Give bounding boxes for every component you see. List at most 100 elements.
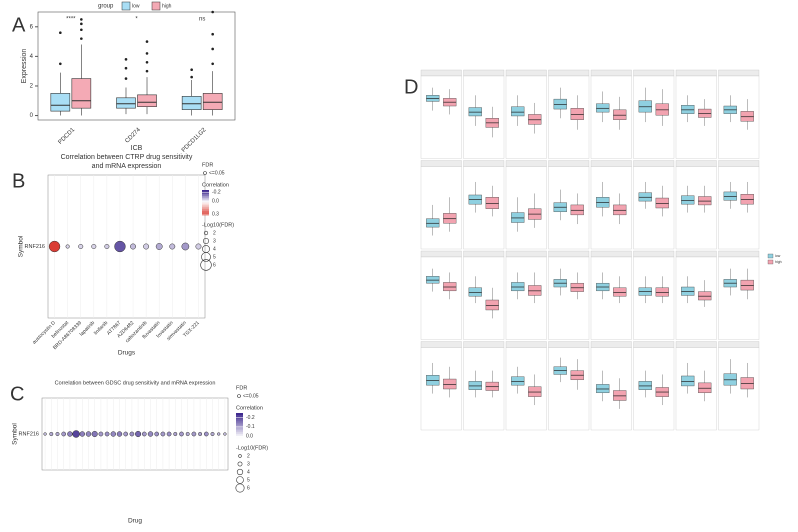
box (638, 192, 652, 202)
dot (181, 242, 190, 251)
facet-strip (675, 69, 717, 77)
facet-strip (590, 160, 632, 167)
dot (141, 431, 147, 437)
outlier (211, 32, 214, 36)
facet-strip (548, 250, 590, 258)
outlier (190, 68, 193, 71)
dot (185, 432, 190, 436)
dot (143, 243, 150, 250)
panel-label: B (12, 170, 25, 192)
box (723, 373, 737, 386)
dot (48, 240, 61, 253)
legend-title: FDR (236, 385, 247, 391)
facet-strip (590, 69, 632, 77)
outlier (59, 31, 62, 35)
facet-strip (718, 250, 760, 258)
legend-swatch (767, 259, 774, 265)
colorbar-step (236, 413, 243, 416)
legend-dot (203, 171, 207, 175)
box (655, 103, 669, 116)
colorbar-step (202, 206, 209, 210)
row-label: RNF216 (25, 244, 45, 250)
box (655, 197, 669, 209)
x-tick-label: lapatinib (79, 320, 97, 338)
outlier (80, 22, 83, 26)
box (681, 286, 695, 296)
dot (147, 431, 154, 437)
colorbar-label: 0.0 (246, 433, 253, 439)
legend-title: FDR (202, 162, 213, 168)
box (740, 194, 754, 205)
legend-label: low (132, 3, 140, 9)
box (485, 197, 499, 209)
box (570, 282, 584, 292)
box (723, 191, 737, 201)
facet-border (633, 75, 675, 159)
legend-swatch (767, 253, 774, 259)
x-tick-label: PDCD1 (58, 127, 77, 146)
box (468, 287, 482, 297)
dot (123, 431, 129, 437)
facet-border (548, 256, 590, 340)
dot (79, 431, 86, 437)
box (698, 108, 712, 118)
colorbar-step (236, 431, 243, 435)
colorbar-label: -0.1 (246, 424, 255, 430)
box (511, 376, 525, 386)
box (485, 299, 499, 311)
box (638, 381, 652, 390)
x-tick-label: PDCD1LG2 (181, 127, 208, 154)
box (443, 282, 457, 292)
legend-title: Correlation (236, 405, 263, 411)
box (511, 212, 525, 223)
y-axis-label: Symbol (12, 423, 19, 445)
box (740, 279, 754, 291)
box (528, 285, 542, 296)
box (468, 381, 482, 390)
y-axis-label: Expression (21, 49, 28, 84)
legend-title: Correlation (202, 182, 229, 188)
facet-strip (420, 69, 462, 77)
box (426, 218, 440, 228)
box (613, 204, 627, 216)
colorbar-step (236, 415, 243, 418)
size-key (236, 468, 244, 476)
dot (55, 432, 60, 436)
dot (160, 431, 166, 437)
box (71, 78, 92, 109)
dot (49, 432, 54, 436)
y-tick-label: 4 (30, 54, 34, 60)
dot (72, 430, 80, 438)
box (596, 197, 610, 208)
outlier (59, 62, 62, 66)
size-key (200, 259, 212, 271)
plot-border (47, 174, 206, 319)
legend-label: 6 (213, 262, 216, 268)
colorbar-step (202, 196, 209, 199)
dot (91, 244, 97, 249)
facet-border (718, 166, 760, 250)
colorbar-step (202, 202, 209, 205)
facet-border (505, 256, 547, 340)
chart-title: and mRNA expression (92, 163, 162, 170)
box (426, 276, 440, 284)
facet-strip (633, 250, 675, 258)
dot (129, 431, 135, 437)
legend-label: 5 (213, 254, 216, 260)
box (202, 93, 223, 110)
x-tick-label: CD274 (124, 127, 142, 145)
facet-strip (420, 250, 462, 258)
facet-border (718, 256, 760, 340)
dot (198, 432, 203, 436)
panel-label: D (404, 76, 418, 98)
legend-label: 3 (247, 461, 250, 467)
facet-strip (633, 160, 675, 167)
box (50, 93, 71, 112)
significance: ns (199, 17, 205, 23)
plot-border (37, 11, 236, 121)
outlier (211, 62, 214, 66)
size-key (203, 230, 209, 236)
facet-strip (633, 341, 675, 348)
outlier (124, 77, 128, 80)
